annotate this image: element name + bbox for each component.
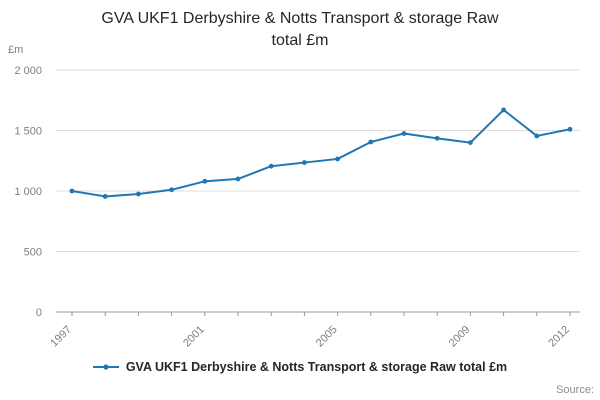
svg-text:2012: 2012 (546, 324, 572, 350)
svg-text:500: 500 (24, 247, 42, 259)
y-axis-unit-label: £m (8, 44, 24, 56)
chart-title-line2: total £m (271, 31, 329, 49)
line-series-icon (92, 364, 119, 370)
legend-label: GVA UKF1 Derbyshire & Notts Transport & … (125, 360, 508, 374)
line-chart: 0 500 1 000 1 500 2 000 1997 2001 2005 2009 2012 (14, 65, 580, 350)
svg-text:1997: 1997 (48, 324, 74, 350)
chart-title: GVA UKF1 Derbyshire & Notts Transport & … (40, 8, 560, 51)
svg-text:1 500: 1 500 (14, 126, 42, 138)
svg-text:0: 0 (36, 307, 42, 319)
svg-text:2001: 2001 (181, 324, 207, 350)
svg-text:2009: 2009 (447, 324, 473, 350)
svg-text:1 000: 1 000 (14, 186, 42, 198)
svg-text:2 000: 2 000 (14, 65, 42, 77)
source-label: Source: (556, 384, 594, 396)
legend: GVA UKF1 Derbyshire & Notts Transport & … (0, 360, 600, 374)
chart-title-line1: GVA UKF1 Derbyshire & Notts Transport & … (101, 10, 499, 27)
svg-text:2005: 2005 (314, 324, 340, 350)
